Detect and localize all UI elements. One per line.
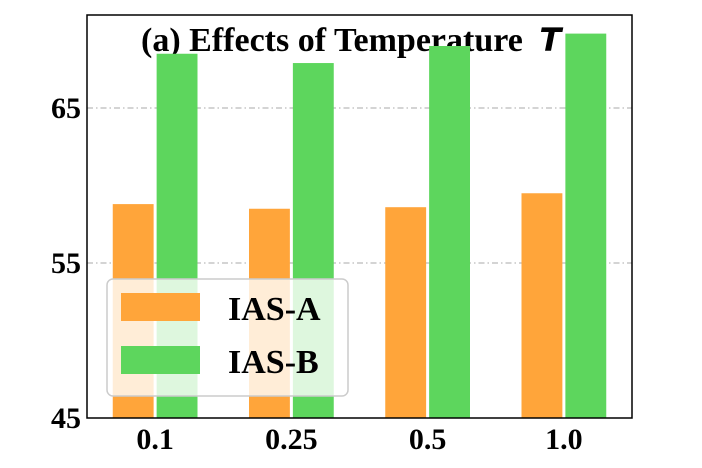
chart-title: (a) Effects of Temperature T 1 xyxy=(141,21,585,63)
bar-ias-a-0.5 xyxy=(385,207,427,418)
x-tick-label: 0.5 xyxy=(409,423,447,456)
legend-label-ias-a: IAS-A xyxy=(228,291,321,328)
y-tick-label: 45 xyxy=(51,402,81,435)
legend-swatch-ias-b xyxy=(121,346,200,374)
bar-ias-a-1.0 xyxy=(521,193,563,418)
y-tick-label: 65 xyxy=(51,92,81,125)
y-tick-label: 55 xyxy=(51,247,81,280)
x-tick-label: 0.1 xyxy=(136,423,174,456)
x-tick-label: 1.0 xyxy=(545,423,583,456)
legend-swatch-ias-a xyxy=(121,293,200,321)
x-tick-label: 0.25 xyxy=(265,423,318,456)
chart-title-symbol: T xyxy=(539,21,563,59)
bar-ias-b-0.5 xyxy=(429,46,470,418)
bar-ias-b-1.0 xyxy=(565,33,607,418)
y-tick-labels: 45 55 65 xyxy=(51,92,81,435)
plot-frame xyxy=(86,14,633,419)
x-tick-labels: 0.1 0.25 0.5 1.0 xyxy=(136,423,582,456)
legend: IAS-A IAS-B xyxy=(106,278,349,397)
legend-label-ias-b: IAS-B xyxy=(228,344,319,381)
